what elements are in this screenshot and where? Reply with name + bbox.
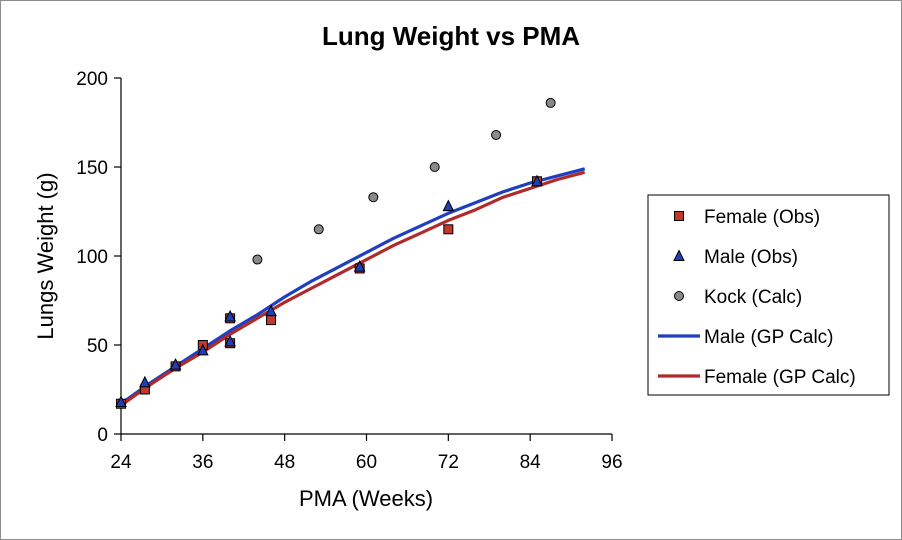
y-tick-label: 100 — [76, 247, 108, 268]
legend-label-male-gp-calc: Male (GP Calc) — [704, 327, 834, 348]
x-tick-label: 72 — [438, 452, 459, 473]
y-tick-label: 50 — [87, 336, 108, 357]
y-axis-label: Lungs Weight (g) — [33, 172, 58, 339]
male-gp-calc-line — [120, 167, 586, 406]
legend-label-male-obs: Male (Obs) — [704, 247, 798, 268]
male-obs-point — [197, 343, 209, 356]
male-obs-point — [353, 260, 366, 272]
female-obs-point — [443, 224, 454, 235]
x-tick-label: 36 — [192, 452, 213, 473]
legend: Female (Obs) Male (Obs) Kock (Calc) Male (G… — [647, 194, 890, 396]
y-tick-label: 200 — [76, 69, 108, 90]
kock-calc-point — [252, 254, 263, 265]
legend-swatch-male-obs — [673, 249, 685, 261]
kock-calc-point — [491, 129, 502, 140]
male-obs-point — [224, 309, 236, 322]
series-points — [115, 97, 556, 409]
kock-calc-point — [545, 97, 556, 108]
legend-swatch-kock-calc — [674, 291, 684, 301]
male-obs-point — [265, 304, 277, 317]
male-obs-point — [115, 395, 127, 407]
x-tick-label: 60 — [356, 452, 377, 473]
x-axis-label: PMA (Weeks) — [299, 486, 433, 511]
x-tick-label: 24 — [110, 452, 132, 473]
male-obs-point — [224, 334, 236, 347]
legend-label-female-gp-calc: Female (GP Calc) — [704, 367, 856, 388]
female-gp-calc-line — [120, 170, 586, 407]
kock-calc-point — [429, 162, 440, 172]
female-obs-point — [266, 315, 277, 326]
male-obs-point — [139, 375, 151, 388]
male-obs-point — [169, 357, 182, 370]
kock-calc-point — [368, 192, 379, 203]
legend-swatch-female-obs — [674, 211, 684, 221]
legend-box — [647, 194, 890, 396]
y-tick-label: 150 — [76, 158, 108, 179]
axes: 0 50 100 150 200 24 36 48 60 72 84 96 — [76, 69, 622, 473]
series-lines — [120, 167, 586, 407]
y-tick-label: 0 — [97, 425, 108, 446]
x-tick-label: 96 — [601, 452, 622, 473]
legend-label-kock-calc: Kock (Calc) — [704, 287, 802, 308]
x-tick-label: 84 — [520, 452, 542, 473]
kock-calc-point — [313, 224, 324, 235]
x-tick-label: 48 — [274, 452, 295, 473]
chart-title: Lung Weight vs PMA — [322, 21, 580, 51]
male-obs-point — [442, 199, 455, 212]
male-obs-point — [531, 174, 543, 187]
legend-label-female-obs: Female (Obs) — [704, 207, 820, 228]
